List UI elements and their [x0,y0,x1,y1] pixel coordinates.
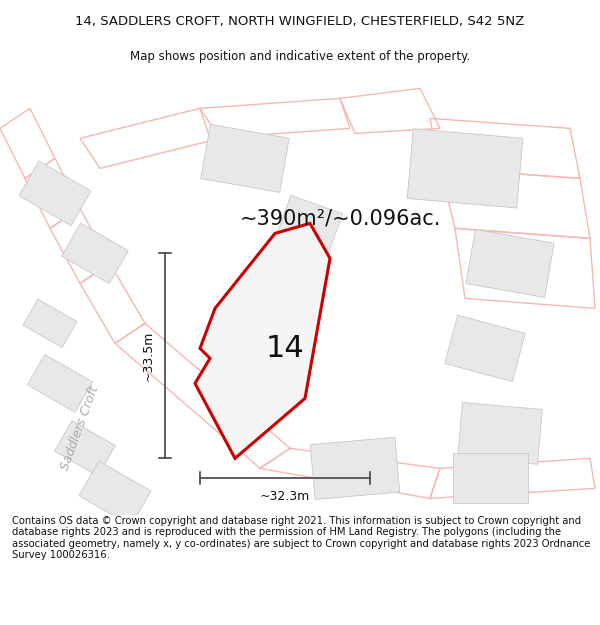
Text: ~390m²/~0.096ac.: ~390m²/~0.096ac. [240,208,442,228]
Polygon shape [28,354,92,412]
Polygon shape [201,124,289,192]
Text: Map shows position and indicative extent of the property.: Map shows position and indicative extent… [130,50,470,62]
Polygon shape [466,229,554,298]
Text: 14: 14 [266,334,304,363]
Polygon shape [195,223,330,458]
Polygon shape [445,315,525,382]
Text: 14, SADDLERS CROFT, NORTH WINGFIELD, CHESTERFIELD, S42 5NZ: 14, SADDLERS CROFT, NORTH WINGFIELD, CHE… [76,16,524,28]
Text: Contains OS data © Crown copyright and database right 2021. This information is : Contains OS data © Crown copyright and d… [12,516,590,561]
Text: ~33.5m: ~33.5m [142,331,155,381]
Polygon shape [407,129,523,208]
Polygon shape [55,421,115,476]
Text: ~32.3m: ~32.3m [260,491,310,503]
Polygon shape [458,402,542,464]
Polygon shape [452,453,527,503]
Polygon shape [23,299,77,348]
Polygon shape [277,195,343,252]
Text: Saddlers Croft: Saddlers Croft [59,384,101,472]
Polygon shape [19,161,91,226]
Polygon shape [310,438,400,499]
Polygon shape [251,270,308,317]
Polygon shape [62,223,128,284]
Polygon shape [79,461,151,526]
